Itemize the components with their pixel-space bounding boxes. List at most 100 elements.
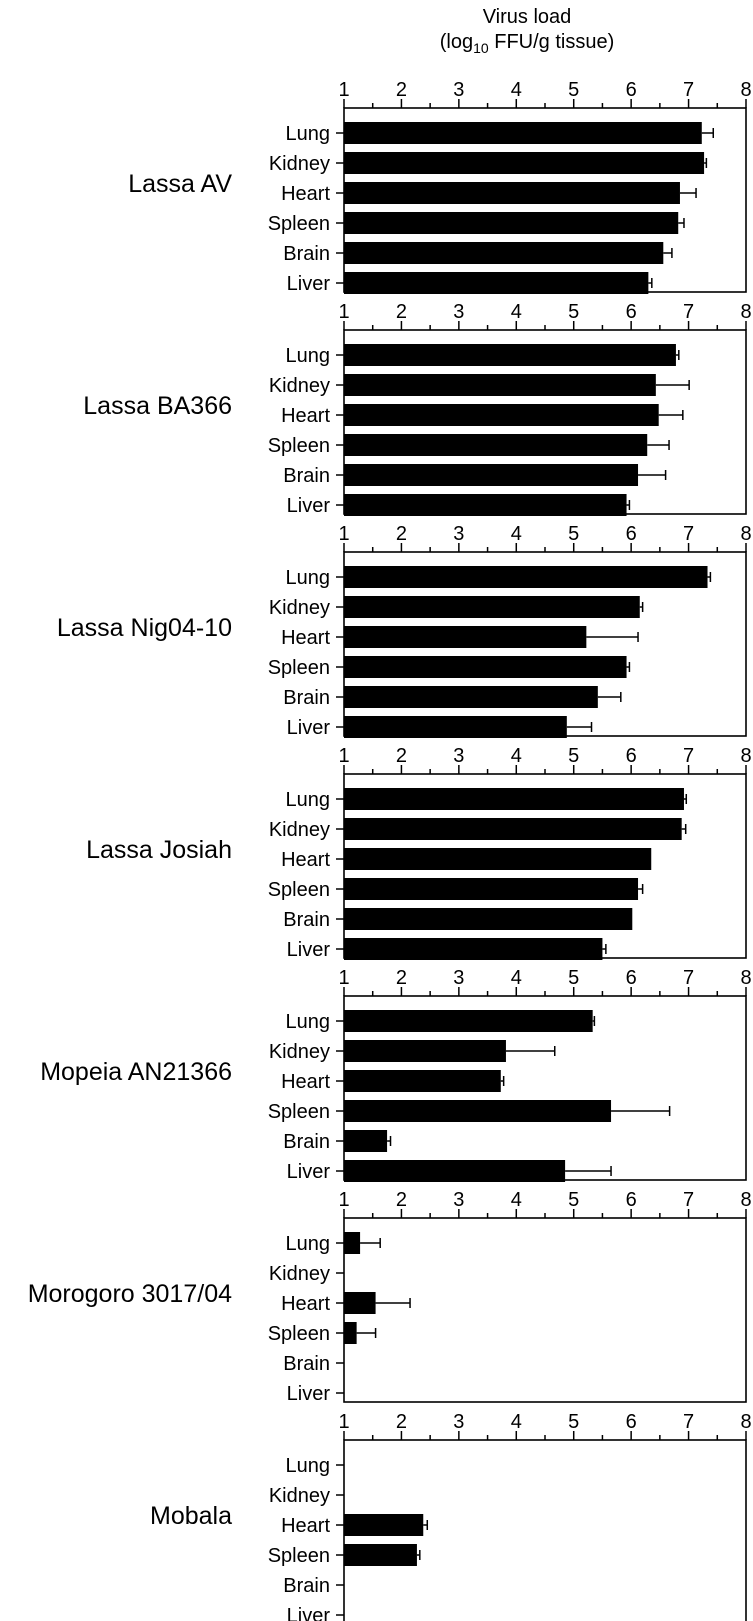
bar-mobala-heart — [344, 1514, 424, 1536]
category-label: Brain — [283, 1575, 330, 1597]
category-label: Lung — [286, 1011, 331, 1033]
bar-lassa-av-heart — [344, 182, 680, 204]
bar-lassa-ba366-brain — [344, 464, 639, 486]
tick-label: 1 — [338, 301, 349, 323]
tick-label: 8 — [740, 1411, 751, 1433]
panel-label-morogoro-3017-04: Morogoro 3017/04 — [28, 1280, 232, 1308]
bar-mobala-spleen — [344, 1544, 417, 1566]
category-label: Spleen — [268, 879, 330, 901]
category-label: Heart — [281, 627, 330, 649]
category-label: Liver — [287, 495, 331, 517]
axis-title-subscript: 10 — [473, 40, 489, 56]
tick-label: 5 — [568, 79, 579, 101]
tick-label: 2 — [396, 967, 407, 989]
bar-lassa-av-spleen — [344, 212, 679, 234]
category-label: Spleen — [268, 1323, 330, 1345]
tick-label: 7 — [683, 79, 694, 101]
tick-label: 5 — [568, 745, 579, 767]
tick-label: 3 — [453, 79, 464, 101]
tick-label: 7 — [683, 301, 694, 323]
axis-title-prefix: (log — [439, 31, 474, 53]
bar-mopeia-an21366-kidney — [344, 1040, 506, 1062]
bar-lassa-nig04-10-kidney — [344, 596, 640, 618]
tick-label: 6 — [626, 745, 637, 767]
axis-title-line2: (log10 FFU/g tissue) — [397, 31, 657, 56]
tick-label: 2 — [396, 523, 407, 545]
category-label: Heart — [281, 1293, 330, 1315]
category-label: Brain — [283, 909, 330, 931]
tick-label: 3 — [453, 745, 464, 767]
category-label: Liver — [287, 717, 331, 739]
tick-label: 4 — [511, 301, 522, 323]
tick-label: 4 — [511, 1411, 522, 1433]
bar-lassa-josiah-brain — [344, 908, 633, 930]
bar-lassa-av-liver — [344, 272, 649, 294]
category-label: Liver — [287, 939, 331, 961]
bar-lassa-nig04-10-liver — [344, 716, 567, 738]
panel-label-lassa-av: Lassa AV — [128, 170, 232, 198]
category-label: Heart — [281, 1515, 330, 1537]
tick-label: 5 — [568, 301, 579, 323]
category-label: Lung — [286, 1455, 331, 1477]
axis-title-suffix: FFU/g tissue) — [488, 31, 615, 53]
tick-label: 1 — [338, 523, 349, 545]
bar-lassa-nig04-10-lung — [344, 566, 708, 588]
bar-mopeia-an21366-lung — [344, 1010, 593, 1032]
tick-label: 3 — [453, 523, 464, 545]
tick-label: 6 — [626, 1411, 637, 1433]
tick-label: 6 — [626, 301, 637, 323]
tick-label: 8 — [740, 79, 751, 101]
tick-label: 2 — [396, 1189, 407, 1211]
category-label: Heart — [281, 1071, 330, 1093]
bar-lassa-josiah-lung — [344, 788, 684, 810]
tick-label: 7 — [683, 523, 694, 545]
bar-lassa-ba366-kidney — [344, 374, 656, 396]
category-label: Spleen — [268, 1545, 330, 1567]
tick-label: 4 — [511, 523, 522, 545]
tick-label: 8 — [740, 967, 751, 989]
category-label: Kidney — [269, 819, 330, 841]
panel-label-lassa-nig04-10: Lassa Nig04-10 — [57, 614, 232, 642]
bar-lassa-ba366-liver — [344, 494, 627, 516]
category-label: Spleen — [268, 213, 330, 235]
category-label: Kidney — [269, 1263, 330, 1285]
bar-lassa-josiah-heart — [344, 848, 652, 870]
axis-title: Virus load (log10 FFU/g tissue) — [397, 6, 657, 56]
category-label: Lung — [286, 789, 331, 811]
bar-mopeia-an21366-brain — [344, 1130, 388, 1152]
category-label: Lung — [286, 1233, 331, 1255]
tick-label: 8 — [740, 745, 751, 767]
tick-label: 7 — [683, 1189, 694, 1211]
tick-label: 6 — [626, 1189, 637, 1211]
bar-mopeia-an21366-heart — [344, 1070, 501, 1092]
panel-label-lassa-josiah: Lassa Josiah — [86, 836, 232, 864]
category-label: Liver — [287, 1383, 331, 1405]
category-label: Lung — [286, 567, 331, 589]
tick-label: 2 — [396, 1411, 407, 1433]
tick-label: 8 — [740, 1189, 751, 1211]
tick-label: 4 — [511, 1189, 522, 1211]
bar-morogoro-3017-04-lung — [344, 1232, 361, 1254]
category-label: Heart — [281, 849, 330, 871]
tick-label: 1 — [338, 745, 349, 767]
bar-lassa-av-kidney — [344, 152, 705, 174]
bar-lassa-av-brain — [344, 242, 664, 264]
bar-lassa-nig04-10-spleen — [344, 656, 627, 678]
category-label: Liver — [287, 273, 331, 295]
tick-label: 4 — [511, 745, 522, 767]
tick-label: 6 — [626, 967, 637, 989]
bar-morogoro-3017-04-spleen — [344, 1322, 357, 1344]
bar-lassa-josiah-spleen — [344, 878, 639, 900]
tick-label: 7 — [683, 745, 694, 767]
tick-label: 2 — [396, 301, 407, 323]
tick-label: 6 — [626, 523, 637, 545]
tick-label: 2 — [396, 745, 407, 767]
category-label: Kidney — [269, 1041, 330, 1063]
panel-label-mopeia-an21366: Mopeia AN21366 — [40, 1058, 232, 1086]
bar-lassa-ba366-spleen — [344, 434, 648, 456]
category-label: Brain — [283, 465, 330, 487]
category-label: Kidney — [269, 153, 330, 175]
category-label: Spleen — [268, 435, 330, 457]
panel-label-mobala: Mobala — [150, 1502, 232, 1530]
bar-morogoro-3017-04-heart — [344, 1292, 376, 1314]
